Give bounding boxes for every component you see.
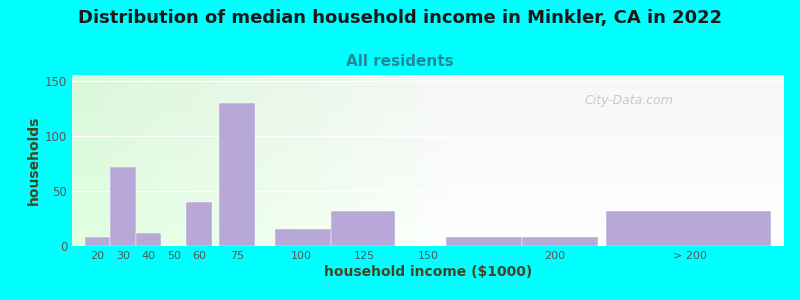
Bar (331, 211, 395, 246)
Text: City-Data.com: City-Data.com (585, 94, 674, 107)
Text: Distribution of median household income in Minkler, CA in 2022: Distribution of median household income … (78, 9, 722, 27)
X-axis label: household income ($1000): household income ($1000) (324, 265, 532, 279)
Bar (275, 230, 331, 246)
Y-axis label: households: households (26, 116, 41, 205)
Bar (135, 233, 161, 246)
Bar (446, 237, 522, 246)
Bar (85, 237, 110, 246)
Text: All residents: All residents (346, 54, 454, 69)
Bar (606, 211, 771, 246)
Bar (522, 237, 598, 246)
Bar (110, 167, 135, 246)
Bar (219, 103, 255, 246)
Bar (186, 202, 212, 246)
